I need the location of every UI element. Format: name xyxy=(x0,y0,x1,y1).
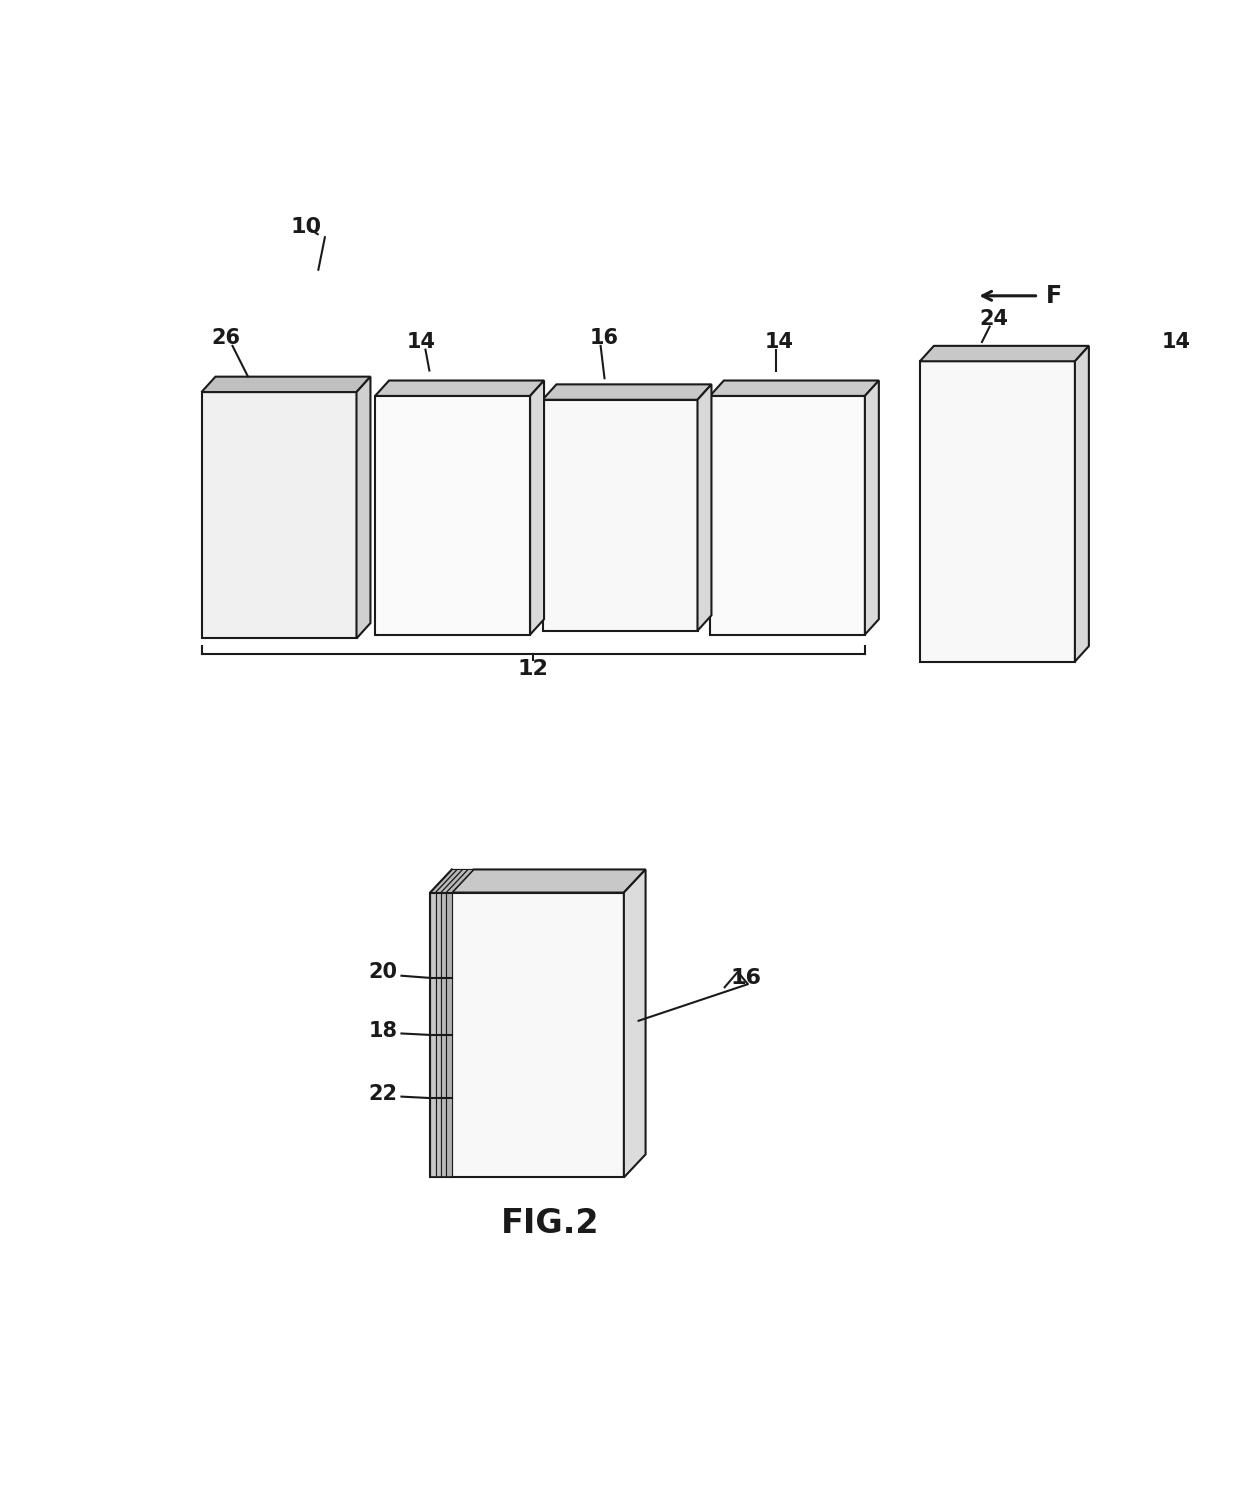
Text: 26: 26 xyxy=(212,327,241,349)
Polygon shape xyxy=(201,392,357,638)
Polygon shape xyxy=(446,892,451,1177)
Text: 16: 16 xyxy=(590,327,619,349)
Polygon shape xyxy=(543,385,712,400)
Polygon shape xyxy=(920,346,1089,361)
Polygon shape xyxy=(709,395,866,635)
Polygon shape xyxy=(624,869,646,1177)
Polygon shape xyxy=(1130,395,1240,635)
Polygon shape xyxy=(451,892,624,1177)
Polygon shape xyxy=(357,377,371,638)
Polygon shape xyxy=(1130,380,1240,395)
Polygon shape xyxy=(430,892,435,1177)
Polygon shape xyxy=(435,892,441,1177)
Polygon shape xyxy=(451,869,646,892)
Polygon shape xyxy=(430,869,458,892)
Polygon shape xyxy=(697,385,712,631)
Polygon shape xyxy=(920,361,1075,661)
Polygon shape xyxy=(1075,346,1089,661)
Text: 10: 10 xyxy=(290,216,321,237)
Polygon shape xyxy=(531,380,544,635)
Polygon shape xyxy=(374,380,544,395)
Text: FIG.2: FIG.2 xyxy=(501,1207,599,1240)
Text: 14: 14 xyxy=(407,332,436,352)
Polygon shape xyxy=(441,869,469,892)
Polygon shape xyxy=(374,395,531,635)
Text: 14: 14 xyxy=(765,332,794,352)
Text: 12: 12 xyxy=(518,659,548,679)
Text: F: F xyxy=(1047,284,1063,308)
Polygon shape xyxy=(435,869,463,892)
Polygon shape xyxy=(446,869,474,892)
Text: 18: 18 xyxy=(368,1022,398,1041)
Polygon shape xyxy=(441,892,446,1177)
Polygon shape xyxy=(201,377,371,392)
Text: 14: 14 xyxy=(1162,332,1190,352)
Text: 22: 22 xyxy=(368,1085,398,1105)
Polygon shape xyxy=(866,380,879,635)
Text: 20: 20 xyxy=(368,961,398,982)
Text: 16: 16 xyxy=(730,969,761,988)
Polygon shape xyxy=(709,380,879,395)
Polygon shape xyxy=(543,400,697,631)
Text: 24: 24 xyxy=(980,309,1008,329)
